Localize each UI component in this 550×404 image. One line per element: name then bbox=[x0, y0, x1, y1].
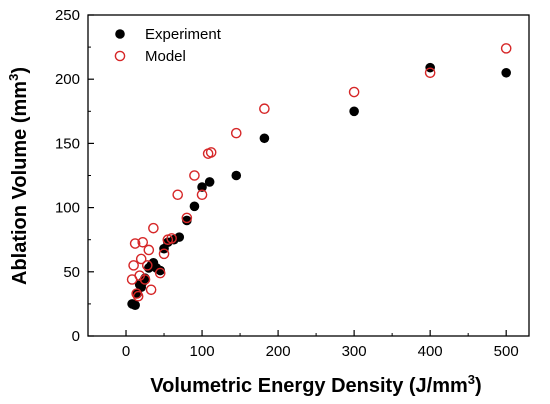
legend-label-experiment: Experiment bbox=[145, 26, 222, 43]
axis-ticks bbox=[88, 14, 507, 337]
y-tick-label: 100 bbox=[55, 200, 80, 217]
x-tick-label: 200 bbox=[266, 343, 291, 360]
data-point-model bbox=[259, 103, 270, 115]
data-point-experiment bbox=[501, 67, 511, 78]
data-point-model bbox=[143, 244, 155, 256]
y-axis-title-superscript: 3 bbox=[6, 74, 21, 81]
x-axis-title: Volumetric Energy Density (J/mm3) bbox=[150, 372, 481, 397]
data-point-model bbox=[500, 43, 512, 54]
data-point-experiment bbox=[204, 177, 215, 187]
data-point-model bbox=[424, 67, 436, 79]
x-tick-label: 300 bbox=[342, 343, 367, 360]
data-points bbox=[126, 43, 512, 310]
x-tick-labels: 0 100 200 300 400 500 bbox=[122, 343, 519, 360]
data-point-model bbox=[131, 288, 142, 299]
x-tick-label: 400 bbox=[418, 343, 443, 360]
y-tick-label: 150 bbox=[55, 135, 80, 152]
y-tick-label: 0 bbox=[72, 328, 80, 345]
y-tick-labels: 0 50 100 150 200 250 bbox=[55, 7, 80, 345]
data-point-model bbox=[142, 260, 153, 271]
data-point-experiment bbox=[189, 201, 200, 212]
data-point-model bbox=[132, 290, 144, 302]
data-point-model bbox=[166, 233, 177, 244]
data-point-model bbox=[129, 238, 141, 249]
data-point-model bbox=[154, 267, 166, 279]
y-axis-title-end: ) bbox=[9, 67, 31, 74]
x-axis-title-superscript: 3 bbox=[468, 372, 475, 387]
data-point-model bbox=[189, 170, 200, 181]
x-axis-title-text: Volumetric Energy Density (J/mm bbox=[150, 375, 468, 397]
data-point-model bbox=[230, 127, 242, 139]
data-point-experiment bbox=[259, 133, 270, 144]
data-point-model bbox=[205, 147, 217, 158]
legend-label-model: Model bbox=[145, 48, 186, 65]
y-axis-title: Ablation Volume (mm3) bbox=[6, 67, 31, 285]
data-point-experiment bbox=[231, 170, 242, 181]
data-point-experiment bbox=[197, 182, 207, 192]
data-point-experiment bbox=[182, 215, 192, 226]
y-tick-label: 200 bbox=[55, 71, 80, 88]
data-point-model bbox=[348, 86, 360, 98]
data-point-model bbox=[181, 212, 193, 224]
data-point-model bbox=[134, 270, 146, 281]
data-point-experiment bbox=[174, 232, 185, 242]
data-point-model bbox=[128, 260, 139, 271]
x-axis-title-end: ) bbox=[475, 375, 482, 397]
x-tick-label: 0 bbox=[122, 343, 130, 360]
series-experiment bbox=[127, 62, 511, 310]
y-tick-label: 250 bbox=[55, 7, 80, 24]
data-point-model bbox=[137, 236, 149, 248]
legend-marker-model bbox=[114, 50, 126, 62]
data-point-model bbox=[145, 284, 157, 296]
y-tick-label: 50 bbox=[63, 264, 80, 281]
series-model bbox=[126, 43, 512, 302]
y-axis-title-text: Ablation Volume (mm bbox=[9, 81, 31, 285]
x-tick-label: 100 bbox=[190, 343, 215, 360]
legend-marker-experiment bbox=[115, 29, 125, 39]
x-tick-label: 500 bbox=[494, 343, 519, 360]
data-point-experiment bbox=[130, 300, 140, 310]
data-point-experiment bbox=[155, 265, 166, 276]
data-point-model bbox=[158, 248, 170, 260]
data-point-model bbox=[172, 189, 184, 201]
data-point-model bbox=[135, 253, 147, 265]
data-point-experiment bbox=[349, 106, 359, 117]
data-point-model bbox=[196, 189, 208, 201]
legend: Experiment Model bbox=[114, 26, 222, 65]
data-point-model bbox=[148, 222, 159, 234]
data-point-model bbox=[139, 274, 151, 285]
